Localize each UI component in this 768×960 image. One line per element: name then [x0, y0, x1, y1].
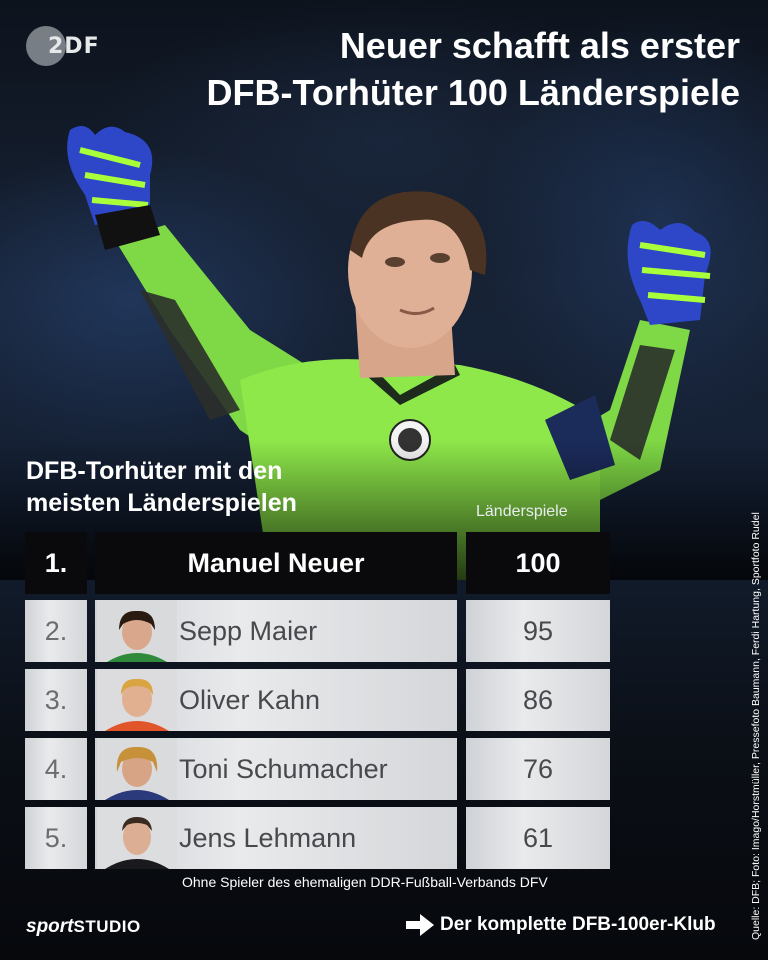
rank: 3.	[25, 669, 87, 731]
caps-value: 100	[466, 532, 610, 594]
headline: Neuer schafft als erster DFB-Torhüter 10…	[60, 22, 740, 116]
caps-value: 61	[466, 807, 610, 869]
rank: 5.	[25, 807, 87, 869]
caps-value: 86	[466, 669, 610, 731]
section-title-line-2: meisten Länderspielen	[26, 489, 297, 517]
ranking-row-5: 5. Jens Lehmann 61	[25, 807, 610, 869]
brand-part-1: sport	[26, 916, 74, 937]
player-portrait	[97, 600, 177, 662]
rank: 1.	[25, 532, 87, 594]
zdf-logo: 2DF	[26, 26, 100, 68]
ranking-row-3: 3. Oliver Kahn 86	[25, 669, 610, 731]
logo-circle	[26, 26, 66, 66]
full-list-label: Der komplette DFB-100er-Klub	[440, 914, 716, 935]
ranking-row-4: 4. Toni Schumacher 76	[25, 738, 610, 800]
rank: 4.	[25, 738, 87, 800]
rank: 2.	[25, 600, 87, 662]
arrow-right-icon	[406, 914, 434, 936]
column-header-caps: Länderspiele	[476, 503, 568, 520]
player-portrait	[97, 738, 177, 800]
full-list-link[interactable]: Der komplette DFB-100er-Klub	[406, 914, 716, 936]
logo-text: 2DF	[48, 34, 100, 59]
section-title: DFB-Torhüter mit den meisten Länderspiel…	[26, 455, 426, 519]
headline-line-1: Neuer schafft als erster	[339, 25, 740, 66]
player-portrait	[97, 669, 177, 731]
headline-line-2: DFB-Torhüter 100 Länderspiele	[206, 72, 740, 113]
sportstudio-logo: sportSTUDIO	[26, 916, 141, 938]
caps-value: 95	[466, 600, 610, 662]
player-name: Manuel Neuer	[95, 532, 457, 594]
brand-part-2: STUDIO	[73, 917, 141, 936]
footnote: Ohne Spieler des ehemaligen DDR-Fußball-…	[182, 874, 548, 890]
caps-value: 76	[466, 738, 610, 800]
ranking-row-1: 1. Manuel Neuer 100	[25, 532, 610, 594]
ranking-row-2: 2. Sepp Maier 95	[25, 600, 610, 662]
player-portrait	[97, 807, 177, 869]
section-title-line-1: DFB-Torhüter mit den	[26, 457, 283, 485]
photo-credit: Quelle: DFB; Foto: Imago/Horstmüller, Pr…	[750, 512, 762, 940]
